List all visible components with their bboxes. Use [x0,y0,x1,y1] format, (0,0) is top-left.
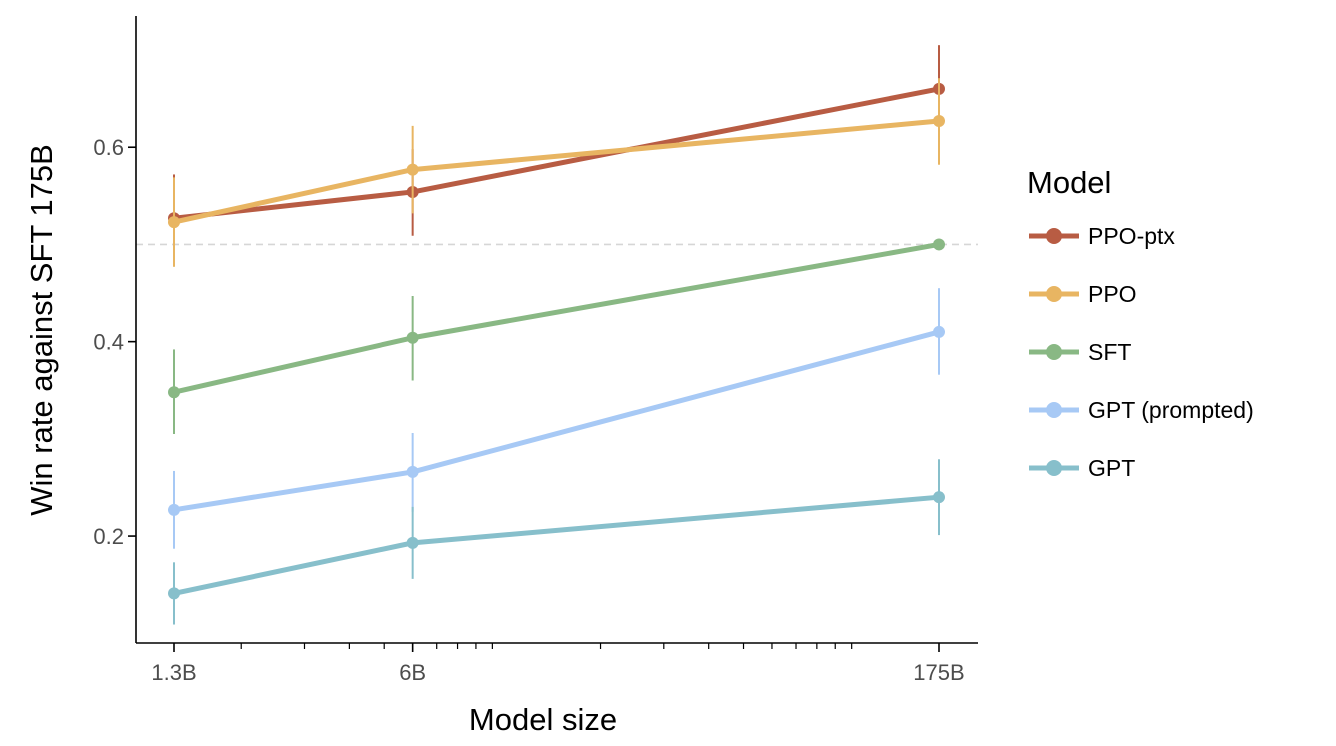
legend-label: PPO-ptx [1088,223,1175,249]
y-axis-title: Win rate against SFT 175B [24,144,59,516]
x-axis-title: Model size [469,702,617,737]
data-point [933,114,945,127]
series-gpt-prompted [168,288,945,549]
x-tick-label: 175B [913,660,964,685]
data-point [406,465,419,478]
legend: Model PPO-ptx PPO SFT GPT (prompted) GPT [1027,165,1254,481]
y-tick-label: 0.4 [93,330,124,355]
data-point [406,536,419,549]
legend-swatch-point [1046,228,1062,244]
x-tick-label: 1.3B [151,660,196,685]
legend-swatch-point [1046,286,1062,302]
data-point [933,325,945,338]
legend-item: GPT (prompted) [1029,397,1254,423]
legend-label: GPT [1088,455,1135,481]
legend-swatch-point [1046,460,1062,476]
data-point [406,163,419,176]
legend-label: GPT (prompted) [1088,397,1254,423]
legend-label: PPO [1088,281,1137,307]
series-sft [168,238,945,434]
x-tick-label: 6B [399,660,426,685]
y-tick-label: 0.6 [93,135,124,160]
plot-area [136,45,978,625]
series-line [171,329,942,513]
legend-title: Model [1027,165,1111,200]
data-point [168,386,180,399]
axes: 0.2 0.4 0.6 1.3B 6B 175B [93,16,978,685]
legend-swatch-point [1046,402,1062,418]
data-point [168,216,180,229]
legend-item: GPT [1029,455,1135,481]
data-point [406,331,419,344]
y-tick-label: 0.2 [93,524,124,549]
legend-swatch-point [1046,344,1062,360]
series-line [171,494,942,596]
series-line [171,241,942,395]
data-point [933,238,945,251]
legend-item: SFT [1029,339,1131,365]
data-point [168,587,180,600]
data-point [168,503,180,516]
series-ppo [168,78,945,267]
data-point [933,491,945,504]
series-gpt [168,459,945,625]
legend-label: SFT [1088,339,1131,365]
legend-item: PPO-ptx [1029,223,1175,249]
legend-item: PPO [1029,281,1137,307]
